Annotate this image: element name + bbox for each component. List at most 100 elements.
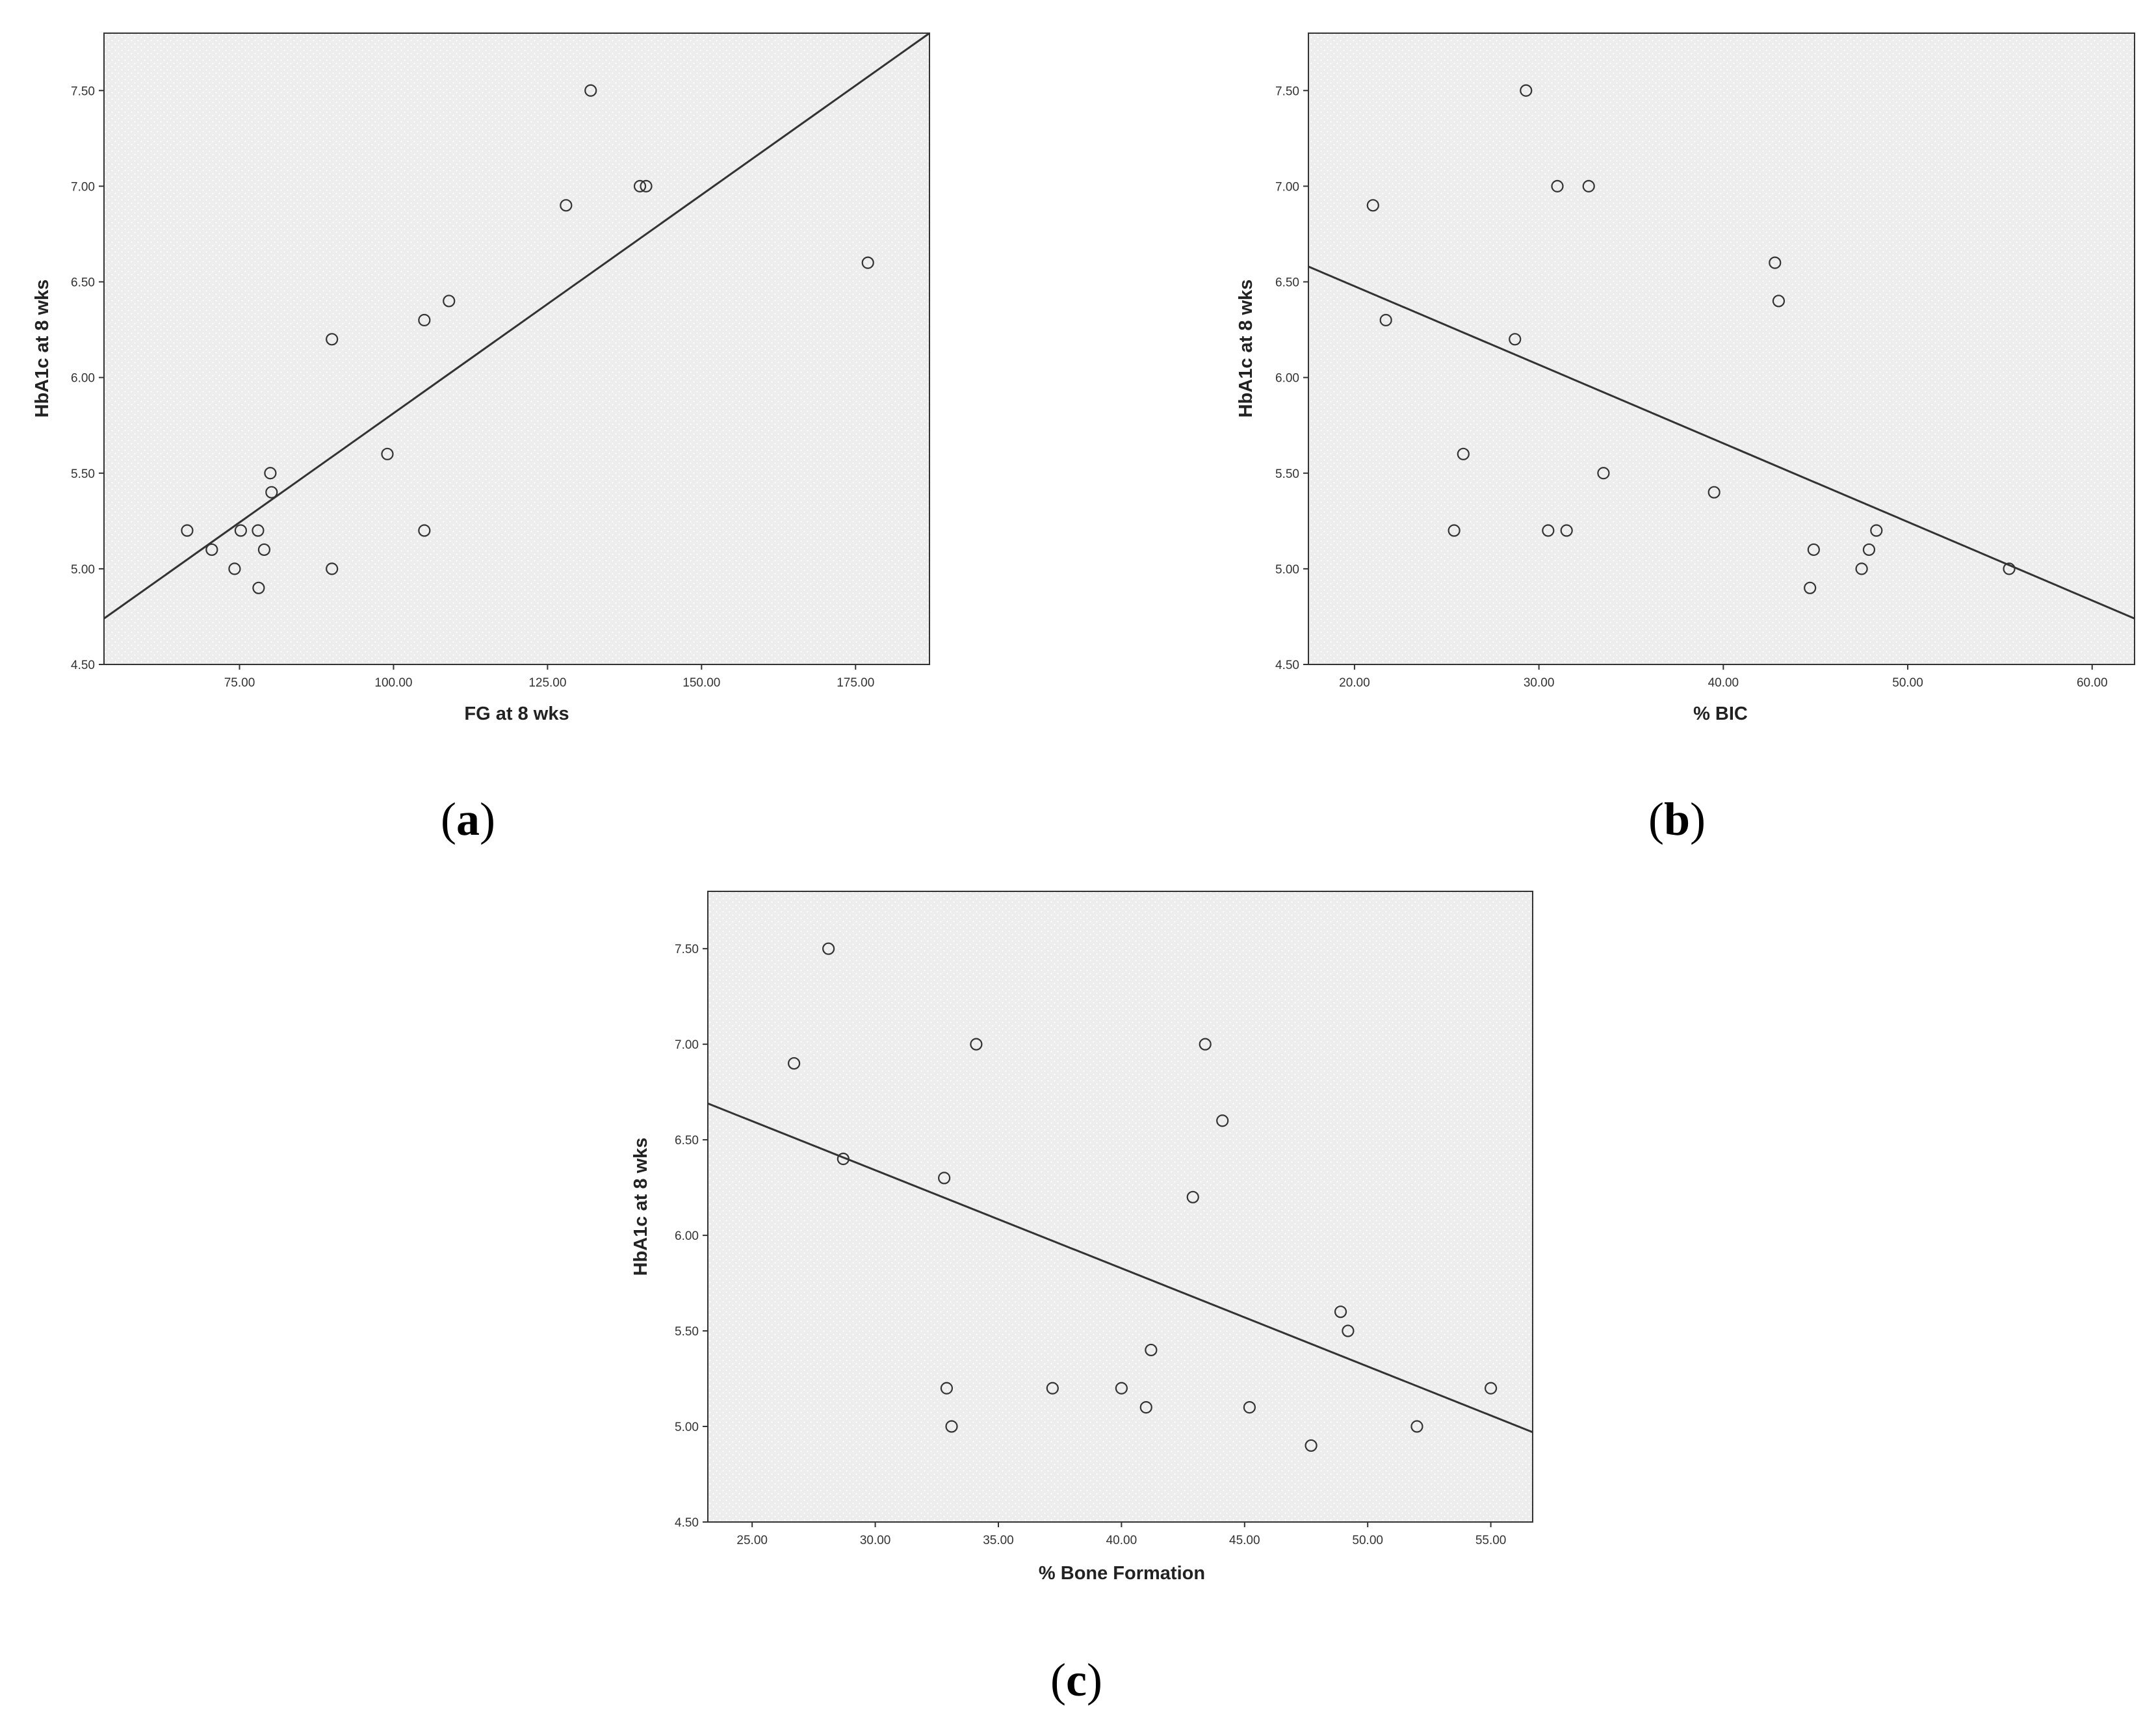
- data-point: [1807, 543, 1820, 557]
- y-tick-label: 5.00: [1275, 563, 1299, 577]
- x-tick-label: 30.00: [1524, 676, 1555, 690]
- data-point: [822, 942, 835, 955]
- data-point: [1542, 524, 1555, 537]
- data-point: [1186, 1190, 1199, 1203]
- x-axis-title: FG at 8 wks: [464, 703, 569, 724]
- y-tick-label: 6.50: [71, 276, 95, 290]
- plot-area: [707, 891, 1533, 1523]
- data-point: [1243, 1401, 1256, 1414]
- data-point: [381, 447, 394, 460]
- data-point: [1509, 333, 1522, 346]
- panel-letter: c: [1066, 1654, 1087, 1706]
- data-point: [2003, 562, 2016, 575]
- data-point: [633, 179, 647, 192]
- panel-label: (a): [441, 793, 495, 845]
- x-tick-label: 20.00: [1339, 676, 1370, 690]
- fit-line-group: [103, 32, 930, 620]
- x-tick-label: 175.00: [837, 676, 874, 690]
- y-tick-label: 4.50: [1275, 659, 1299, 672]
- data-point: [945, 1420, 958, 1433]
- y-tick-label: 5.00: [71, 563, 95, 577]
- y-axis-title: HbA1c at 8 wks: [32, 280, 53, 418]
- data-point: [264, 467, 277, 480]
- y-tick-label: 7.00: [675, 1038, 699, 1052]
- data-points: [787, 942, 1498, 1452]
- y-tick-label: 4.50: [675, 1516, 699, 1530]
- y-axis-title: HbA1c at 8 wks: [630, 1138, 651, 1276]
- x-tick-label: 75.00: [224, 676, 255, 690]
- data-point: [1410, 1420, 1423, 1433]
- data-point: [640, 179, 653, 192]
- x-tick-label: 50.00: [1352, 1534, 1383, 1547]
- x-axis: 25.00 30.00 35.00 40.00 45.00 50.00 55.00: [736, 1522, 1506, 1547]
- data-point: [837, 1152, 850, 1166]
- x-tick-label: 30.00: [860, 1534, 891, 1547]
- data-point: [252, 581, 265, 594]
- data-point: [1769, 256, 1782, 269]
- data-point: [228, 562, 241, 575]
- data-point: [1804, 581, 1817, 594]
- data-point: [252, 524, 265, 537]
- x-tick-label: 50.00: [1892, 676, 1923, 690]
- plot-area: [103, 33, 930, 665]
- x-tick-label: 125.00: [528, 676, 566, 690]
- data-point: [181, 524, 194, 537]
- x-axis: 20.00 30.00 40.00 50.00 60.00: [1339, 664, 2108, 690]
- y-tick-label: 7.50: [675, 943, 699, 956]
- y-tick-label: 5.50: [675, 1325, 699, 1339]
- x-tick-label: 55.00: [1475, 1534, 1507, 1547]
- data-point: [1457, 447, 1470, 460]
- data-point: [1342, 1324, 1355, 1337]
- fit-line: [1308, 265, 2135, 620]
- data-point: [1334, 1306, 1347, 1319]
- data-point: [265, 486, 278, 499]
- x-tick-label: 60.00: [2077, 676, 2108, 690]
- data-point: [1115, 1382, 1128, 1395]
- y-tick-label: 7.50: [71, 85, 95, 98]
- data-point: [1551, 179, 1564, 192]
- data-point: [1520, 84, 1533, 97]
- x-tick-label: 150.00: [682, 676, 720, 690]
- y-axis: 4.50 5.00 5.50 6.00 6.50 7.00 7.50: [1275, 85, 1308, 672]
- panel-label: (c): [1050, 1654, 1102, 1706]
- y-tick-label: 5.50: [1275, 467, 1299, 481]
- data-point: [1772, 295, 1786, 308]
- data-point: [234, 524, 248, 537]
- fit-line-group: [1308, 265, 2135, 620]
- y-tick-label: 7.00: [71, 180, 95, 194]
- y-tick-label: 6.00: [675, 1229, 699, 1243]
- x-tick-label: 40.00: [1708, 676, 1739, 690]
- x-tick-label: 45.00: [1229, 1534, 1260, 1547]
- data-point: [1145, 1343, 1158, 1357]
- data-points: [1366, 84, 2016, 594]
- data-point: [326, 562, 339, 575]
- data-point: [1046, 1382, 1059, 1395]
- plot-area: [1308, 33, 2135, 665]
- y-tick-label: 6.00: [1275, 372, 1299, 386]
- data-point: [938, 1172, 951, 1185]
- panel-label: (b): [1648, 793, 1706, 845]
- y-tick-label: 5.50: [71, 467, 95, 481]
- data-point: [418, 524, 431, 537]
- data-point: [1870, 524, 1883, 537]
- data-point: [326, 333, 339, 346]
- data-points: [181, 84, 874, 594]
- fit-line: [103, 32, 930, 620]
- fit-line: [707, 1102, 1533, 1434]
- data-point: [1366, 199, 1379, 212]
- y-tick-label: 6.50: [1275, 276, 1299, 290]
- y-tick-label: 7.00: [1275, 180, 1299, 194]
- x-axis-title: % Bone Formation: [1039, 1563, 1205, 1584]
- fit-line-group: [707, 1102, 1533, 1434]
- data-point: [1216, 1114, 1229, 1127]
- data-point: [1485, 1382, 1498, 1395]
- data-point: [584, 84, 597, 97]
- scatter-panel-b: 4.50 5.00 5.50 6.00 6.50 7.00 7.50 20.00 30.00 4…: [1236, 33, 2135, 845]
- data-point: [443, 295, 456, 308]
- data-point: [257, 543, 271, 557]
- y-tick-label: 5.00: [675, 1421, 699, 1434]
- x-tick-label: 40.00: [1106, 1534, 1137, 1547]
- data-point: [1448, 524, 1461, 537]
- data-point: [1597, 467, 1610, 480]
